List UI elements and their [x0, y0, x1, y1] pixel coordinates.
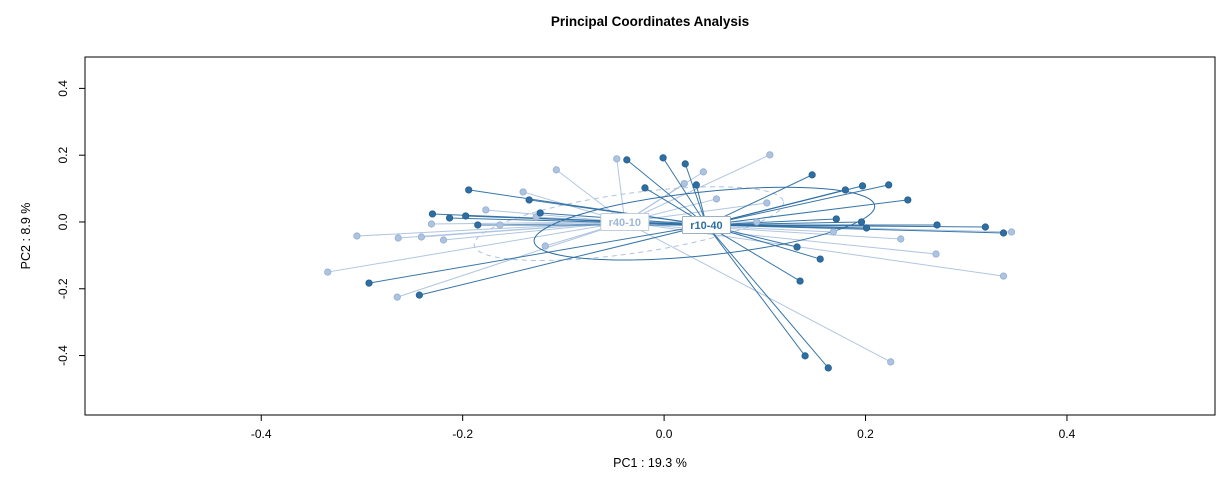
y-tick-label: 0.4 [56, 80, 70, 97]
spider-line [662, 157, 707, 226]
spider-line [706, 185, 863, 226]
x-tick-label: -0.4 [251, 427, 272, 441]
group-ellipse [533, 186, 876, 261]
x-tick-label: 0.2 [857, 427, 874, 441]
chart-title: Principal Coordinates Analysis [551, 14, 749, 29]
spider-line [684, 163, 707, 226]
x-tick-label: 0.0 [656, 427, 673, 441]
centroid-label-box [681, 216, 731, 234]
data-point [324, 268, 332, 276]
data-point [445, 214, 454, 222]
data-point [824, 364, 832, 372]
data-point [753, 218, 761, 226]
data-point [712, 195, 721, 203]
data-point [439, 236, 448, 244]
centroid-label: r40-10 [609, 217, 641, 229]
data-point [841, 186, 849, 194]
spider-line [529, 199, 707, 226]
data-point [474, 221, 482, 229]
data-point [536, 209, 544, 217]
data-point [829, 228, 837, 236]
data-point [680, 179, 688, 188]
data-point [699, 168, 707, 176]
data-point [793, 243, 801, 251]
data-point [394, 234, 402, 242]
spider-line [368, 224, 707, 284]
spider-line [706, 224, 801, 282]
data-point [796, 277, 804, 285]
plot-content: -0.4 -0.2 0.0 0.2 0.4 -0.4 -0.2 0.0 0.2 0.4 r40-10… [56, 80, 1076, 441]
data-point [1007, 228, 1016, 236]
spider-line [706, 224, 1004, 234]
data-point [462, 212, 470, 220]
data-point [427, 220, 436, 228]
data-point [465, 186, 473, 194]
data-point [613, 155, 621, 163]
data-point [816, 255, 824, 263]
y-tick-label: -0.2 [56, 278, 70, 299]
data-point [801, 352, 809, 360]
centroid-label: r10-40 [690, 220, 722, 232]
data-point [832, 215, 840, 223]
spider-line [465, 215, 707, 226]
plot-border [84, 56, 1216, 416]
data-point [999, 272, 1008, 280]
y-axis-label: PC2 : 8.9 % [19, 203, 33, 270]
data-point [417, 233, 425, 241]
data-point [541, 242, 549, 250]
spider-line [706, 184, 889, 226]
spider-line [624, 221, 891, 363]
x-axis-label: PC1 : 19.3 % [613, 456, 687, 470]
data-point [897, 235, 905, 243]
data-point [482, 206, 490, 214]
data-point [808, 171, 816, 179]
y-tick-label: -0.4 [56, 345, 70, 366]
y-tick-label: 0.2 [56, 147, 70, 164]
data-point [932, 250, 940, 258]
data-point [999, 229, 1008, 237]
data-point [887, 358, 895, 366]
spider-line [706, 224, 829, 369]
spider-line [624, 221, 937, 255]
data-point [641, 184, 649, 192]
x-tick-label: 0.4 [1059, 427, 1076, 441]
data-point [519, 188, 527, 196]
data-point [904, 196, 912, 204]
centroid-label-box [600, 213, 650, 231]
y-tick-label: 0.0 [56, 213, 70, 230]
spider-line [706, 224, 806, 357]
data-point [552, 166, 560, 174]
spider-line [616, 158, 626, 223]
spider-line [356, 221, 625, 237]
data-point [862, 224, 871, 232]
spider-line [626, 159, 707, 226]
data-point [763, 199, 771, 207]
data-point [766, 151, 774, 159]
data-point [496, 221, 504, 229]
data-point [885, 181, 893, 189]
data-point [692, 181, 700, 189]
x-tick-label: -0.2 [452, 427, 473, 441]
data-point [415, 291, 423, 299]
data-point [659, 154, 667, 162]
data-point [623, 156, 631, 164]
spider-line [419, 224, 707, 296]
data-point [353, 232, 361, 240]
spider-line [421, 221, 625, 238]
data-point [393, 293, 401, 301]
data-point [365, 279, 373, 287]
data-point [858, 182, 867, 190]
spider-line [327, 221, 625, 273]
data-point [428, 210, 437, 218]
data-point [681, 160, 689, 168]
spider-line [397, 221, 625, 298]
spider-line [706, 199, 908, 226]
data-point [981, 223, 989, 231]
data-point [857, 218, 866, 226]
data-point [933, 221, 941, 229]
data-point [525, 196, 533, 204]
